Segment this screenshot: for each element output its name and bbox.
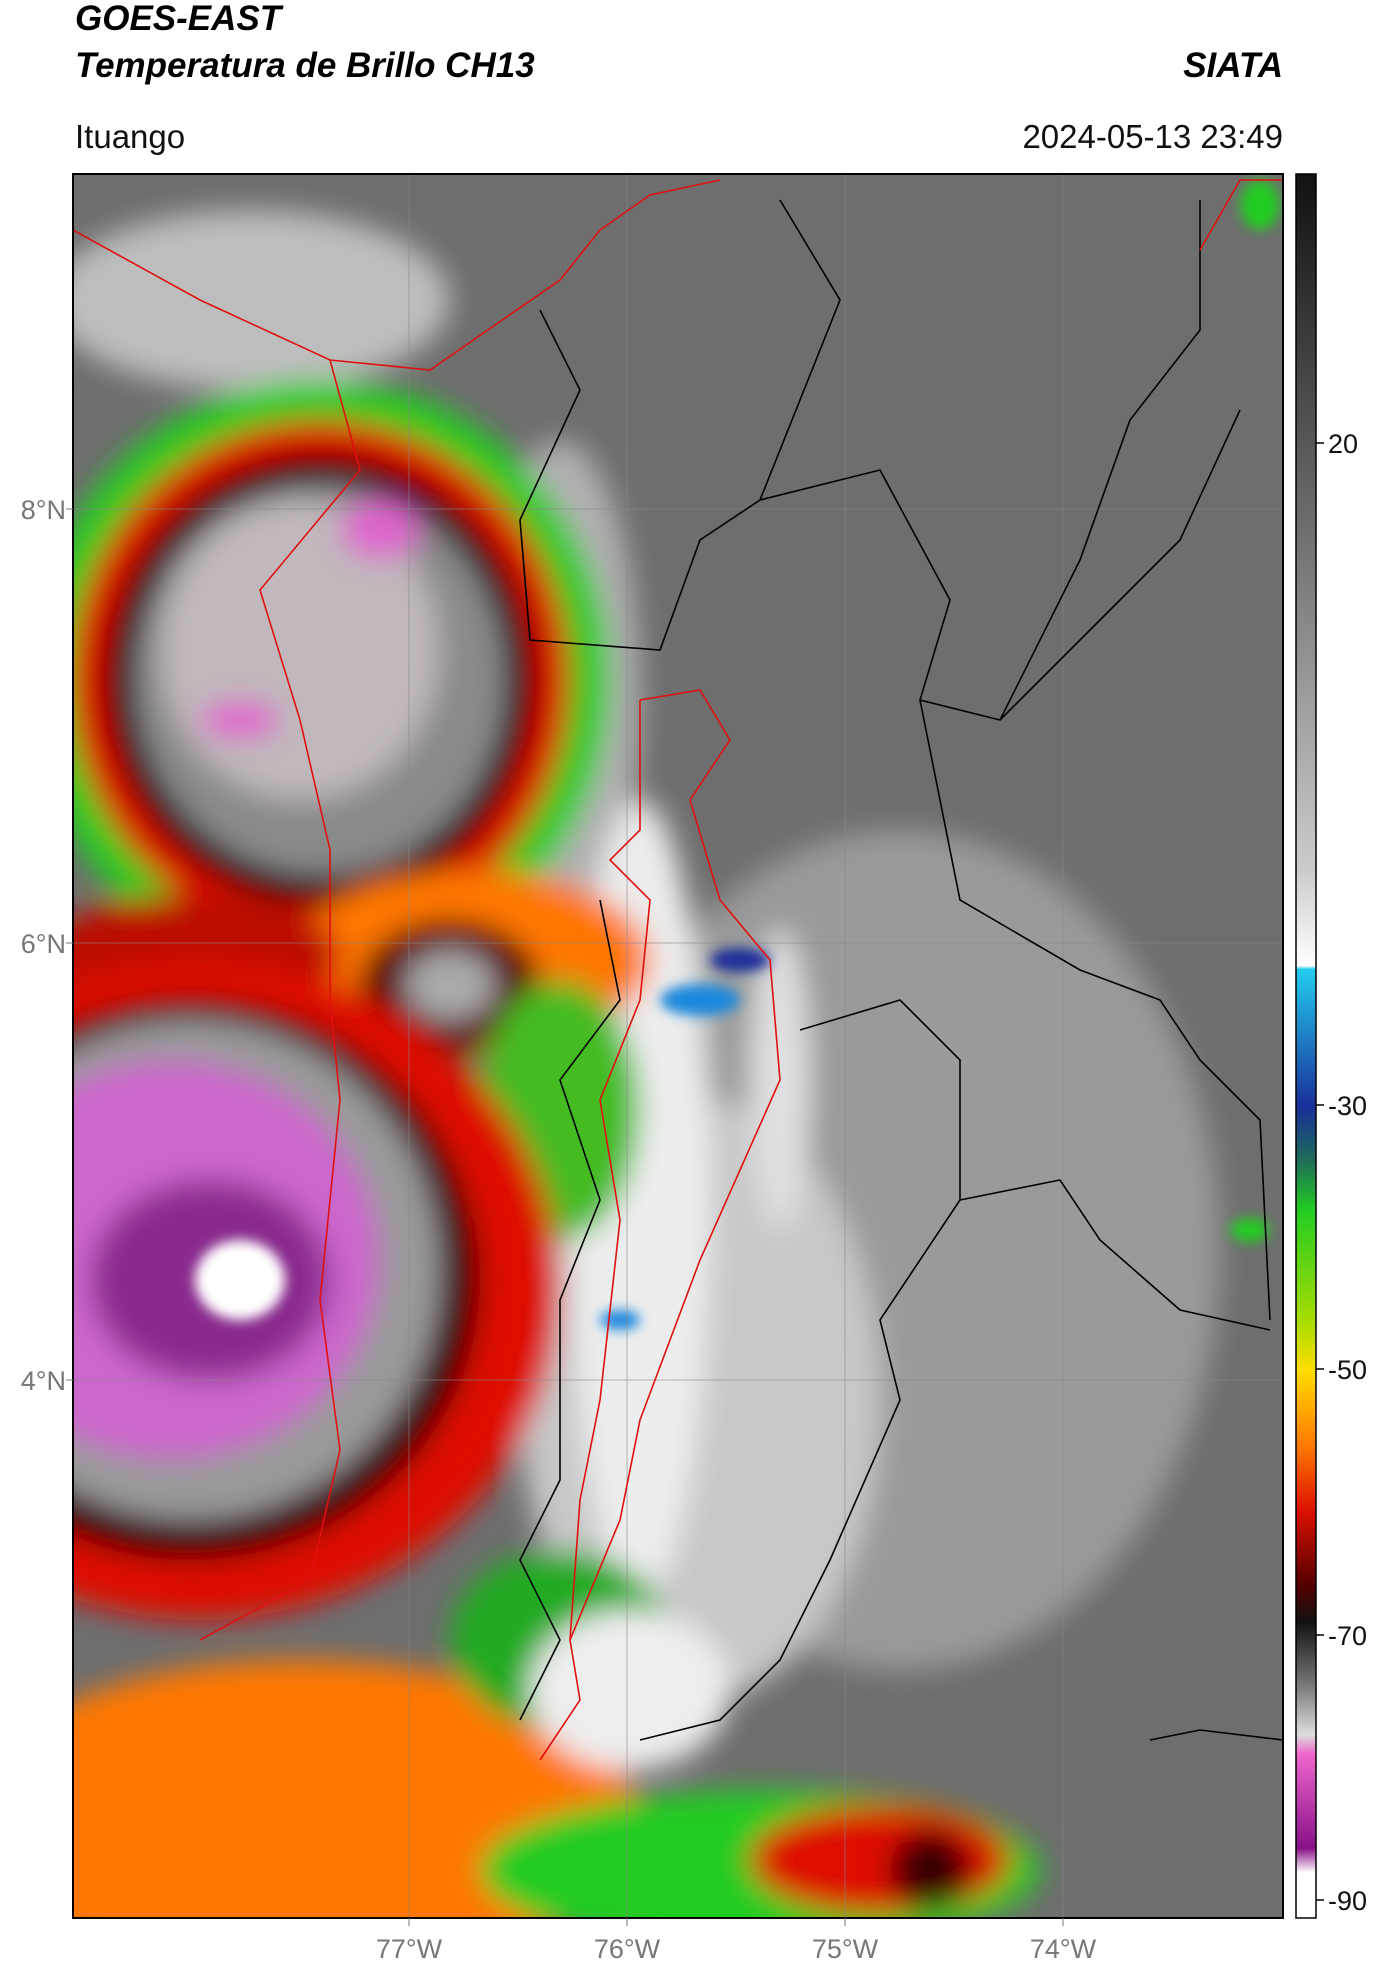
subtitle: Temperatura de Brillo CH13 [75, 46, 535, 85]
lat-label: 4°N [21, 1366, 66, 1396]
location: Ituango [75, 118, 185, 155]
colorbar-label: -70 [1328, 1621, 1367, 1651]
colorbar-label: -30 [1328, 1091, 1367, 1121]
title: GOES-EAST [75, 0, 284, 38]
map-frame [72, 173, 1284, 1919]
lon-label: 75°W [812, 1934, 879, 1964]
graticule [73, 174, 1283, 1918]
lon-label: 74°W [1030, 1934, 1097, 1964]
axis-labels: 8°N 6°N 4°N 77°W 76°W 75°W 74°W [21, 495, 1097, 1964]
timestamp: 2024-05-13 23:49 [1022, 118, 1283, 155]
colorbar-label: -90 [1328, 1886, 1367, 1916]
region-borders [73, 179, 1283, 1761]
source: SIATA [1183, 46, 1283, 85]
satellite-image [73, 174, 1283, 1918]
lat-label: 6°N [21, 929, 66, 959]
colorbar-label: 20 [1328, 429, 1358, 459]
admin-borders [519, 199, 1283, 1741]
colorbar [1295, 173, 1317, 1919]
colorbar-ticks: 20 -30 -50 -70 -90 [1316, 429, 1367, 1916]
lon-label: 76°W [594, 1934, 661, 1964]
lon-label: 77°W [376, 1934, 443, 1964]
lat-label: 8°N [21, 495, 66, 525]
colorbar-label: -50 [1328, 1355, 1367, 1385]
